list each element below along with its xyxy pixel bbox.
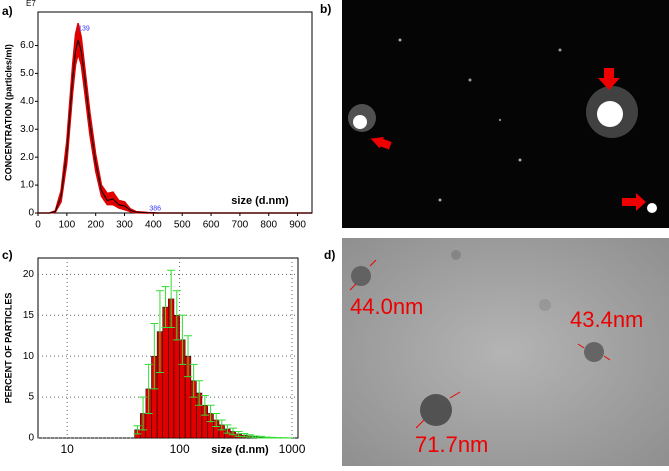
size-label: 44.0nm	[350, 294, 423, 319]
image-d: 44.0nm 43.4nm 71.7nm	[342, 238, 669, 466]
x-tick-label: 1000	[279, 442, 306, 456]
x-axis-label: size (d.nm)	[231, 195, 289, 207]
y-tick-label: 4.0	[20, 96, 34, 107]
x-axis-label: size (d.nm)	[211, 444, 269, 456]
x-tick-label: 100	[170, 442, 190, 456]
panel-label: a)	[2, 4, 13, 18]
y-tick-label: 5	[28, 392, 34, 403]
y-tick-label: 6.0	[20, 40, 34, 51]
size-label: 71.7nm	[415, 432, 488, 457]
x-tick-label: 900	[289, 220, 306, 231]
axis-exponent: E7	[26, 0, 36, 8]
y-tick-label: 5.0	[20, 68, 34, 79]
size-label: 43.4nm	[570, 307, 643, 332]
y-tick-label: 1.0	[20, 180, 34, 191]
x-tick-label: 0	[35, 220, 41, 231]
x-tick-label: 100	[58, 220, 75, 231]
band	[38, 23, 312, 213]
y-tick-label: 3.0	[20, 124, 34, 135]
y-tick-label: 0	[28, 433, 34, 444]
x-tick-label: 700	[232, 220, 249, 231]
y-axis-label: CONCENTRATION (particles/ml)	[3, 44, 13, 181]
y-tick-label: 0	[28, 208, 34, 219]
x-tick-label: 600	[203, 220, 220, 231]
line	[38, 40, 312, 213]
y-tick-label: 15	[23, 310, 35, 321]
panel-label: c)	[2, 248, 13, 262]
panel-label: b)	[320, 2, 331, 16]
y-tick-label: 10	[23, 351, 35, 362]
x-tick-label: 400	[145, 220, 162, 231]
x-tick-label: 800	[260, 220, 277, 231]
x-tick-label: 10	[61, 442, 75, 456]
x-tick-label: 300	[116, 220, 133, 231]
y-axis-label: PERCENT OF PARTICLES	[3, 293, 13, 404]
image-b	[342, 0, 669, 228]
y-tick-label: 2.0	[20, 152, 34, 163]
x-tick-label: 500	[174, 220, 191, 231]
annotation: 386	[149, 206, 161, 213]
panel-label: d)	[324, 248, 335, 262]
annotation: 139	[78, 26, 90, 33]
y-tick-label: 20	[23, 269, 35, 280]
x-tick-label: 200	[87, 220, 104, 231]
